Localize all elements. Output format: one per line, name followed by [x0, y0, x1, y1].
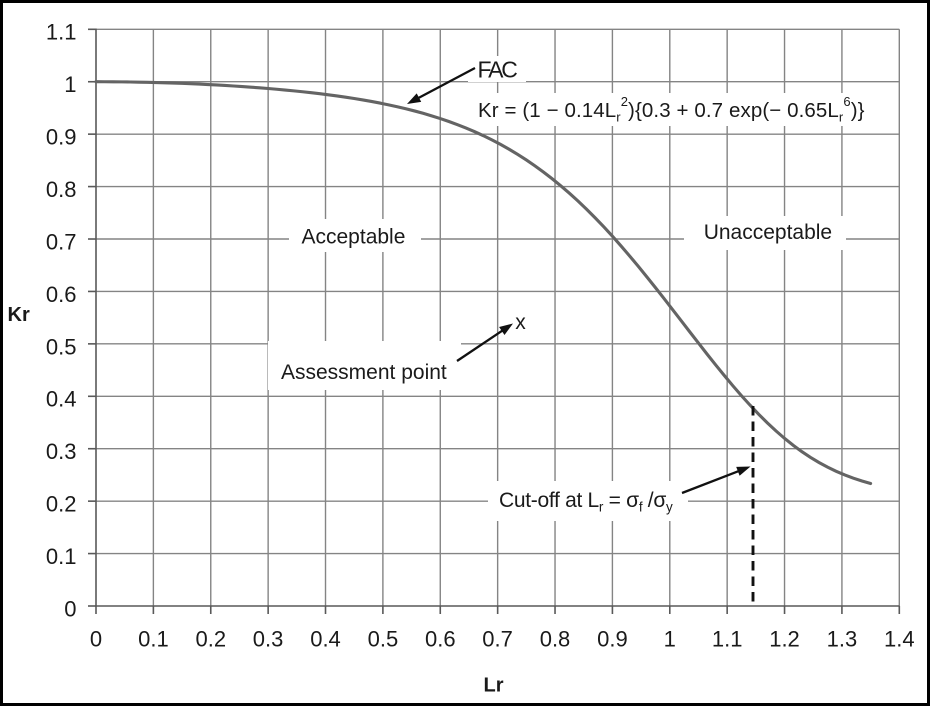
svg-text:1.3: 1.3 — [827, 627, 858, 652]
svg-text:0.7: 0.7 — [46, 229, 77, 254]
svg-text:0.3: 0.3 — [253, 627, 284, 652]
svg-text:0.2: 0.2 — [196, 627, 227, 652]
svg-text:0.4: 0.4 — [310, 627, 341, 652]
svg-text:Lr: Lr — [484, 675, 504, 697]
svg-text:0.4: 0.4 — [46, 387, 77, 412]
svg-text:0.5: 0.5 — [46, 334, 77, 359]
svg-text:Kr = (1 − 0.14Lr2){0.3 + 0.7 e: Kr = (1 − 0.14Lr2){0.3 + 0.7 exp(− 0.65L… — [478, 94, 865, 125]
svg-text:0.5: 0.5 — [368, 627, 399, 652]
svg-text:1: 1 — [64, 72, 76, 97]
svg-text:1.2: 1.2 — [769, 627, 800, 652]
svg-text:0.3: 0.3 — [46, 439, 77, 464]
svg-text:0.1: 0.1 — [46, 544, 77, 569]
svg-text:0.1: 0.1 — [138, 627, 169, 652]
svg-text:FAC: FAC — [478, 57, 518, 83]
svg-text:0.6: 0.6 — [46, 282, 77, 307]
svg-text:0.6: 0.6 — [425, 627, 456, 652]
svg-text:0.7: 0.7 — [482, 627, 513, 652]
svg-text:0.2: 0.2 — [46, 492, 77, 517]
svg-text:0.8: 0.8 — [540, 627, 571, 652]
svg-text:0: 0 — [90, 627, 102, 652]
svg-text:1: 1 — [664, 627, 676, 652]
svg-text:0.8: 0.8 — [46, 177, 77, 202]
svg-text:Cut-off at Lr = σf /σy: Cut-off at Lr = σf /σy — [499, 489, 673, 515]
svg-text:1.1: 1.1 — [712, 627, 743, 652]
svg-text:Assessment point: Assessment point — [281, 361, 447, 384]
svg-text:Acceptable: Acceptable — [302, 226, 406, 249]
svg-text:Unacceptable: Unacceptable — [704, 221, 832, 244]
svg-text:Kr: Kr — [8, 304, 30, 326]
svg-text:1.1: 1.1 — [46, 20, 77, 45]
svg-text:0: 0 — [64, 596, 76, 621]
svg-text:x: x — [515, 311, 526, 334]
svg-text:0.9: 0.9 — [46, 125, 77, 150]
svg-text:1.4: 1.4 — [884, 627, 915, 652]
svg-text:0.9: 0.9 — [597, 627, 628, 652]
